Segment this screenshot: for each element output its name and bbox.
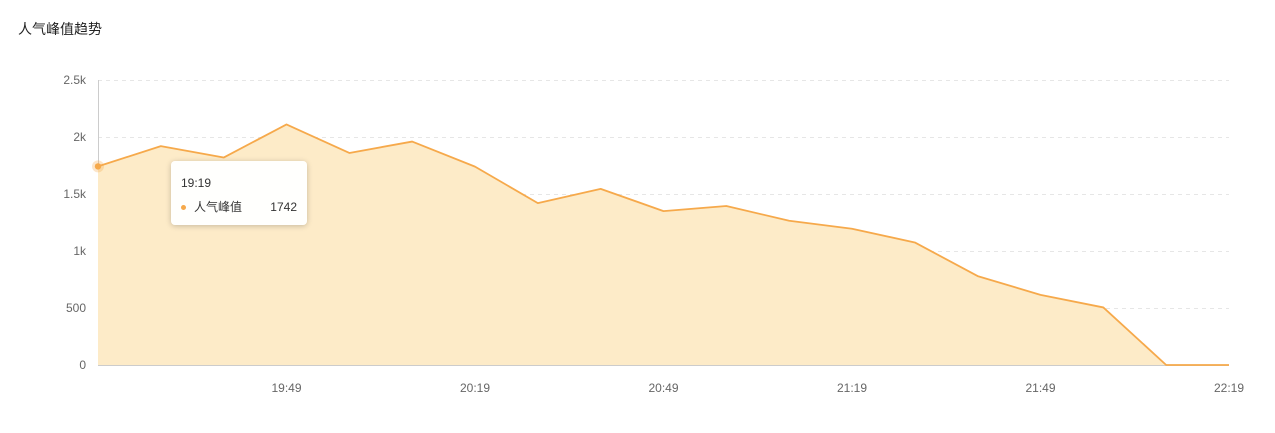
data-point[interactable] bbox=[786, 218, 792, 224]
tooltip-value: 1742 bbox=[270, 200, 297, 214]
x-tick-label: 22:19 bbox=[1214, 381, 1244, 395]
data-point[interactable] bbox=[409, 139, 415, 145]
data-point[interactable] bbox=[535, 200, 541, 206]
y-tick-label: 1.5k bbox=[63, 187, 87, 201]
tooltip-series-dot-icon bbox=[181, 205, 186, 210]
series-area bbox=[98, 124, 1229, 366]
data-point[interactable] bbox=[1100, 304, 1106, 310]
data-point[interactable] bbox=[661, 208, 667, 214]
data-point[interactable] bbox=[849, 226, 855, 232]
data-point[interactable] bbox=[975, 273, 981, 279]
hover-point bbox=[94, 163, 102, 170]
x-tick-label: 19:49 bbox=[271, 381, 301, 395]
y-tick-label: 2k bbox=[73, 130, 87, 144]
series-peak-popularity[interactable] bbox=[95, 121, 1232, 368]
data-point[interactable] bbox=[723, 203, 729, 209]
data-point[interactable] bbox=[346, 150, 352, 156]
x-tick-label: 20:49 bbox=[648, 381, 678, 395]
y-tick-label: 500 bbox=[66, 301, 86, 315]
x-tick-label: 21:19 bbox=[837, 381, 867, 395]
hover-marker bbox=[92, 160, 104, 173]
data-point[interactable] bbox=[598, 186, 604, 192]
data-point[interactable] bbox=[1226, 362, 1232, 368]
data-point[interactable] bbox=[472, 164, 478, 170]
y-tick-label: 1k bbox=[73, 244, 87, 258]
x-axis-ticks: 19:49 20:19 20:49 21:19 21:49 22:19 bbox=[271, 381, 1244, 395]
x-tick-label: 21:49 bbox=[1025, 381, 1055, 395]
x-tick-label: 20:19 bbox=[460, 381, 490, 395]
data-point[interactable] bbox=[912, 239, 918, 245]
tooltip-row: 人气峰值 1742 bbox=[181, 200, 297, 214]
y-tick-label: 2.5k bbox=[63, 73, 87, 87]
data-point[interactable] bbox=[158, 143, 164, 149]
chart-title: 人气峰值趋势 bbox=[18, 22, 102, 38]
y-tick-label: 0 bbox=[79, 358, 86, 372]
y-axis-ticks: 0 500 1k 1.5k 2k 2.5k bbox=[63, 73, 87, 372]
series-line bbox=[97, 123, 1229, 366]
data-point[interactable] bbox=[1038, 292, 1044, 298]
tooltip: 19:19 人气峰值 1742 bbox=[171, 161, 307, 225]
data-point[interactable] bbox=[1163, 362, 1169, 368]
data-point[interactable] bbox=[284, 121, 290, 127]
tooltip-series-name: 人气峰值 bbox=[194, 200, 243, 214]
tooltip-time: 19:19 bbox=[181, 176, 212, 190]
data-point[interactable] bbox=[221, 155, 227, 161]
